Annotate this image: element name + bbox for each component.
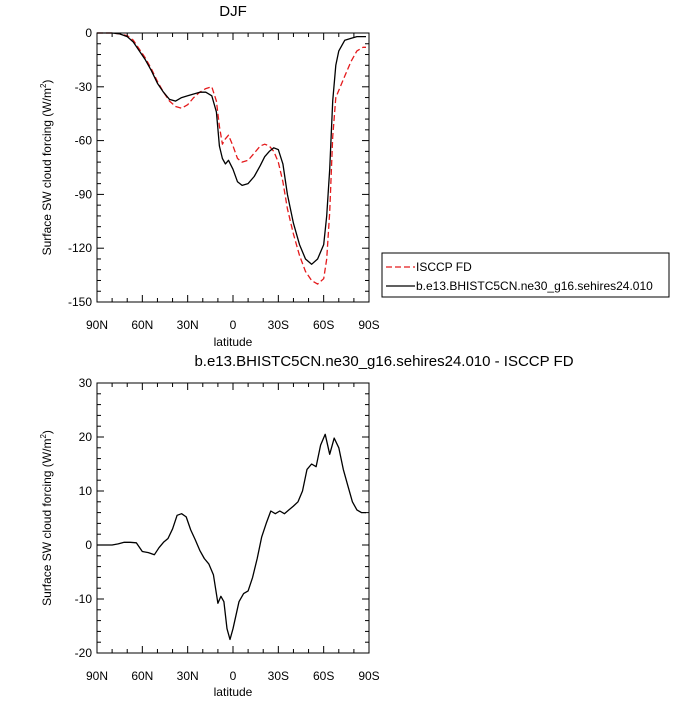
chart-title: b.e13.BHISTC5CN.ne30_g16.sehires24.010 -… [194,353,573,370]
x-tick-label: 90S [358,318,379,332]
y-axis-label-close: ) [40,430,54,434]
y-axis-label-sup: 2 [39,434,48,439]
y-tick-label: 0 [85,26,92,40]
plot-frame [96,32,370,303]
x-tick-label: 60S [313,318,334,332]
x-tick-label: 60N [131,669,153,683]
x-tick-label: 90N [86,318,108,332]
x-tick-label: 30S [268,318,289,332]
series-line-0 [97,433,366,641]
y-tick-label: 20 [79,430,93,444]
y-axis-label-text: Surface SW cloud forcing (W/m [40,88,54,255]
y-tick-label: -120 [68,241,92,255]
legend-label-0: ISCCP FD [416,260,472,274]
x-tick-label: 30N [177,318,199,332]
x-axis-label: latitude [214,335,253,349]
legend-box [381,252,670,298]
y-axis-label: Surface SW cloud forcing (W/m2) [39,80,54,256]
y-tick-label: -30 [75,80,93,94]
x-tick-label: 0 [230,318,237,332]
y-tick-label: -10 [75,592,93,606]
x-axis-label: latitude [214,685,253,699]
x-tick-label: 0 [230,669,237,683]
y-tick-label: 30 [79,376,93,390]
y-tick-label: -60 [75,134,93,148]
y-axis-label-sup: 2 [39,83,48,88]
x-tick-label: 30S [268,669,289,683]
y-tick-label: -90 [75,187,93,201]
y-axis-label-text: Surface SW cloud forcing (W/m [40,439,54,606]
y-axis-label: Surface SW cloud forcing (W/m2) [39,430,54,606]
y-tick-label: 0 [85,538,92,552]
y-tick-label: 10 [79,484,93,498]
series-line-1 [97,32,366,265]
x-tick-label: 90N [86,669,108,683]
x-tick-label: 90S [358,669,379,683]
y-tick-label: -20 [75,646,93,660]
y-tick-label: -150 [68,295,92,309]
y-axis-label-close: ) [40,80,54,84]
x-tick-label: 30N [177,669,199,683]
x-tick-label: 60S [313,669,334,683]
x-tick-label: 60N [131,318,153,332]
legend-label-1: b.e13.BHISTC5CN.ne30_g16.sehires24.010 [416,279,653,293]
chart-title: DJF [219,3,247,20]
plot-frame [96,382,370,654]
series-line-0 [97,32,366,285]
